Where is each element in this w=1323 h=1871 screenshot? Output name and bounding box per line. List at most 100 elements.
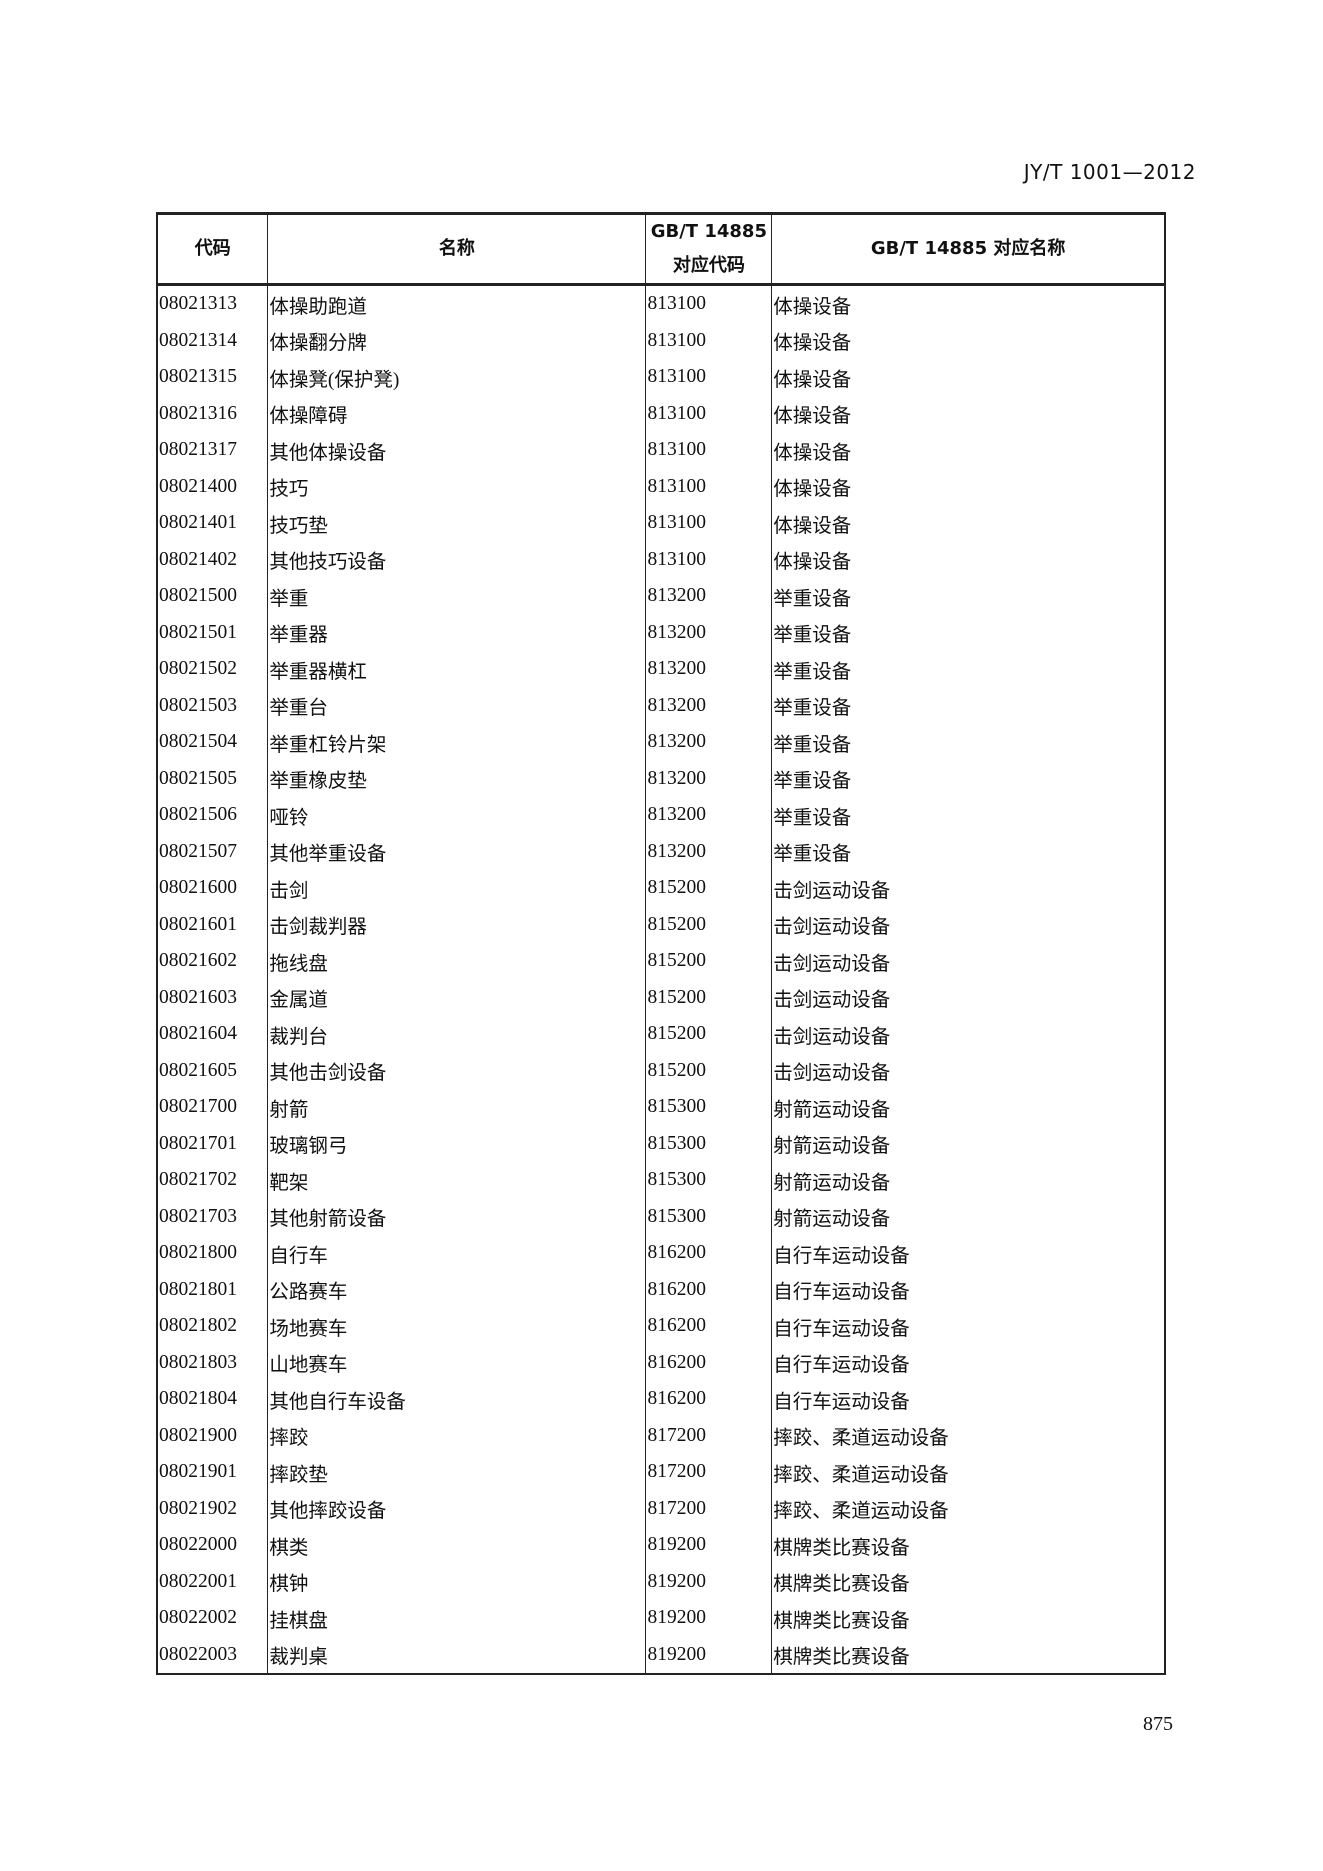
cell-gb-name: 举重设备 — [771, 797, 1166, 834]
cell-gb-code: 815300 — [645, 1089, 773, 1126]
header-code-text: 代码 — [194, 238, 231, 259]
cell-code: 08021702 — [156, 1162, 269, 1199]
cell-code: 08021902 — [156, 1490, 269, 1527]
cell-code: 08021800 — [156, 1235, 269, 1272]
cell-gb-code: 815300 — [645, 1162, 773, 1199]
table-row: 08021601 击剑裁判器 815200 击剑运动设备 — [156, 906, 1166, 943]
cell-gb-code: 813100 — [645, 322, 773, 359]
table-row: 08021501 举重器 813200 举重设备 — [156, 614, 1166, 651]
table-row: 08021315 体操凳(保护凳) 813100 体操设备 — [156, 359, 1166, 396]
cell-gb-name: 自行车运动设备 — [771, 1235, 1166, 1272]
cell-code: 08021401 — [156, 505, 269, 542]
cell-gb-name: 体操设备 — [771, 541, 1166, 578]
cell-code: 08021801 — [156, 1271, 269, 1308]
cell-gb-name: 射箭运动设备 — [771, 1089, 1166, 1126]
table-row: 08021700 射箭 815300 射箭运动设备 — [156, 1089, 1166, 1126]
table-row: 08021504 举重杠铃片架 813200 举重设备 — [156, 724, 1166, 761]
table-row: 08022000 棋类 819200 棋牌类比赛设备 — [156, 1527, 1166, 1564]
cell-name: 举重杠铃片架 — [267, 724, 647, 761]
cell-name: 其他射箭设备 — [267, 1198, 647, 1235]
header-name: 名称 — [267, 213, 647, 286]
cell-gb-name: 击剑运动设备 — [771, 1052, 1166, 1089]
cell-gb-name: 击剑运动设备 — [771, 1016, 1166, 1053]
cell-code: 08021901 — [156, 1454, 269, 1491]
cell-gb-name: 体操设备 — [771, 432, 1166, 469]
table-row: 08021602 拖线盘 815200 击剑运动设备 — [156, 943, 1166, 980]
cell-name: 举重 — [267, 578, 647, 615]
cell-gb-name: 摔跤、柔道运动设备 — [771, 1490, 1166, 1527]
cell-code: 08021701 — [156, 1125, 269, 1162]
cell-name: 玻璃钢弓 — [267, 1125, 647, 1162]
cell-gb-name: 射箭运动设备 — [771, 1162, 1166, 1199]
cell-gb-name: 棋牌类比赛设备 — [771, 1600, 1166, 1637]
cell-gb-code: 813200 — [645, 578, 773, 615]
cell-gb-code: 813100 — [645, 505, 773, 542]
cell-gb-name: 体操设备 — [771, 322, 1166, 359]
table-row: 08021902 其他摔跤设备 817200 摔跤、柔道运动设备 — [156, 1490, 1166, 1527]
cell-gb-code: 816200 — [645, 1381, 773, 1418]
cell-gb-code: 813100 — [645, 359, 773, 396]
cell-gb-code: 813100 — [645, 541, 773, 578]
cell-code: 08022001 — [156, 1563, 269, 1600]
cell-gb-name: 体操设备 — [771, 284, 1166, 323]
cell-code: 08022003 — [156, 1636, 269, 1674]
cell-gb-name: 自行车运动设备 — [771, 1381, 1166, 1418]
cell-gb-code: 819200 — [645, 1636, 773, 1674]
cell-gb-name: 自行车运动设备 — [771, 1344, 1166, 1381]
cell-name: 山地赛车 — [267, 1344, 647, 1381]
cell-gb-code: 813200 — [645, 614, 773, 651]
cell-code: 08021501 — [156, 614, 269, 651]
table-row: 08021502 举重器横杠 813200 举重设备 — [156, 651, 1166, 688]
cell-gb-name: 射箭运动设备 — [771, 1125, 1166, 1162]
table-row: 08021802 场地赛车 816200 自行车运动设备 — [156, 1308, 1166, 1345]
cell-name: 技巧 — [267, 468, 647, 505]
cell-gb-name: 棋牌类比赛设备 — [771, 1563, 1166, 1600]
cell-name: 技巧垫 — [267, 505, 647, 542]
page-number: 875 — [1143, 1713, 1173, 1735]
cell-gb-code: 816200 — [645, 1344, 773, 1381]
cell-name: 其他摔跤设备 — [267, 1490, 647, 1527]
table-header-row: 代码 名称 GB/T 14885 对应代码 GB/T 14885 对应名称 — [156, 213, 1166, 286]
cell-name: 裁判台 — [267, 1016, 647, 1053]
cell-gb-code: 815200 — [645, 1016, 773, 1053]
cell-gb-code: 813200 — [645, 687, 773, 724]
header-gb-code-line1: GB/T 14885 — [650, 221, 767, 242]
cell-code: 08021605 — [156, 1052, 269, 1089]
cell-gb-code: 815200 — [645, 1052, 773, 1089]
cell-gb-code: 819200 — [645, 1600, 773, 1637]
cell-code: 08021604 — [156, 1016, 269, 1053]
cell-gb-name: 击剑运动设备 — [771, 979, 1166, 1016]
cell-code: 08021600 — [156, 870, 269, 907]
header-gb-code-line2: 对应代码 — [672, 255, 745, 276]
cell-gb-name: 举重设备 — [771, 724, 1166, 761]
cell-gb-code: 813200 — [645, 724, 773, 761]
cell-name: 拖线盘 — [267, 943, 647, 980]
cell-name: 击剑裁判器 — [267, 906, 647, 943]
cell-gb-code: 816200 — [645, 1308, 773, 1345]
cell-name: 自行车 — [267, 1235, 647, 1272]
table-row: 08021506 哑铃 813200 举重设备 — [156, 797, 1166, 834]
table-row: 08021316 体操障碍 813100 体操设备 — [156, 395, 1166, 432]
cell-gb-name: 击剑运动设备 — [771, 943, 1166, 980]
cell-name: 体操翻分牌 — [267, 322, 647, 359]
cell-name: 射箭 — [267, 1089, 647, 1126]
table-row: 08021803 山地赛车 816200 自行车运动设备 — [156, 1344, 1166, 1381]
cell-gb-code: 817200 — [645, 1454, 773, 1491]
table-row: 08021314 体操翻分牌 813100 体操设备 — [156, 322, 1166, 359]
header-gb-name: GB/T 14885 对应名称 — [771, 213, 1166, 286]
cell-gb-code: 813100 — [645, 395, 773, 432]
cell-name: 击剑 — [267, 870, 647, 907]
cell-code: 08021900 — [156, 1417, 269, 1454]
table-row: 08021603 金属道 815200 击剑运动设备 — [156, 979, 1166, 1016]
cell-gb-code: 816200 — [645, 1235, 773, 1272]
table-row: 08021800 自行车 816200 自行车运动设备 — [156, 1235, 1166, 1272]
cell-name: 摔跤 — [267, 1417, 647, 1454]
cell-gb-name: 体操设备 — [771, 395, 1166, 432]
table-row: 08021402 其他技巧设备 813100 体操设备 — [156, 541, 1166, 578]
cell-gb-code: 813200 — [645, 760, 773, 797]
cell-gb-code: 813100 — [645, 284, 773, 323]
cell-gb-name: 举重设备 — [771, 833, 1166, 870]
cell-code: 08021803 — [156, 1344, 269, 1381]
cell-code: 08021804 — [156, 1381, 269, 1418]
cell-code: 08021507 — [156, 833, 269, 870]
